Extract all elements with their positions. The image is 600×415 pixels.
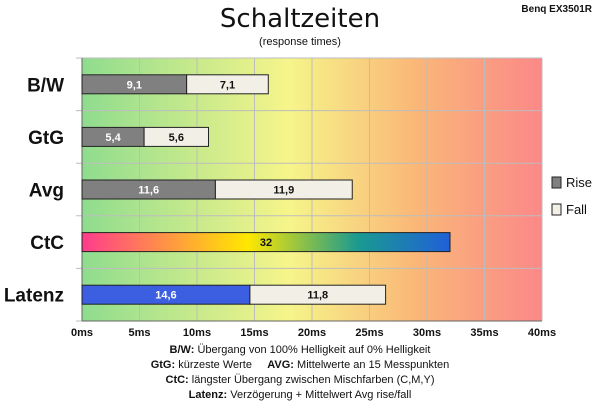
bar-fall (186, 74, 269, 95)
x-tick-label: 40ms (528, 327, 556, 339)
x-tick-label: 10ms (183, 327, 211, 339)
category-label: CtC (30, 233, 64, 254)
category-label: B/W (27, 75, 64, 96)
bar-rise-label: 9,1 (127, 79, 142, 91)
bar-fall-label: 7,1 (220, 79, 235, 91)
note-latenz: Latenz: Verzögerung + Mittelwert Avg ris… (188, 389, 412, 401)
x-tick-label: 15ms (240, 327, 268, 339)
bar-fall (214, 179, 353, 200)
bar-fall-label: 5,6 (169, 132, 184, 144)
x-tick-label: 30ms (413, 327, 441, 339)
bar-rise-label: 5,4 (105, 132, 121, 144)
response-time-chart: 9,1 7,1 5,4 5,6 11,6 11,9 32 14,6 11,8 B/W GtG Avg… (4, 57, 592, 339)
category-label: GtG (28, 128, 64, 149)
x-tick-label: 35ms (470, 327, 498, 339)
bar-rise-label: 32 (260, 237, 272, 249)
note-ctc: CtC: längster Übergang zwischen Mischfar… (165, 374, 435, 386)
bar-rise (81, 232, 451, 253)
bar-fall (249, 284, 387, 305)
bar-fall (143, 126, 210, 147)
legend-swatch (551, 176, 562, 189)
category-label: Latenz (4, 286, 64, 307)
x-tick-label: 0ms (71, 327, 93, 339)
x-tick-label: 5ms (128, 327, 150, 339)
bar-fall-label: 11,9 (273, 185, 294, 197)
note-bw: B/W: Übergang von 100% Helligkeit auf 0%… (169, 344, 431, 356)
x-tick-label: 25ms (355, 327, 383, 339)
chart-title: Schaltzeiten (219, 4, 381, 34)
monitor-model-label: Benq EX3501R (521, 4, 592, 15)
note-gtg-avg: GtG: kürzeste Werte AVG: Mittelwerte an … (150, 359, 450, 371)
x-tick-label: 20ms (298, 327, 326, 339)
chart-subtitle: (response times) (259, 36, 341, 48)
legend-label: Rise (566, 175, 592, 190)
bar-rise-label: 11,6 (138, 185, 159, 197)
legend-swatch (551, 203, 562, 216)
bar-fall-label: 11,8 (307, 290, 328, 302)
legend-label: Fall (566, 202, 587, 217)
category-label: Avg (29, 181, 64, 202)
bar-rise-label: 14,6 (155, 290, 176, 302)
